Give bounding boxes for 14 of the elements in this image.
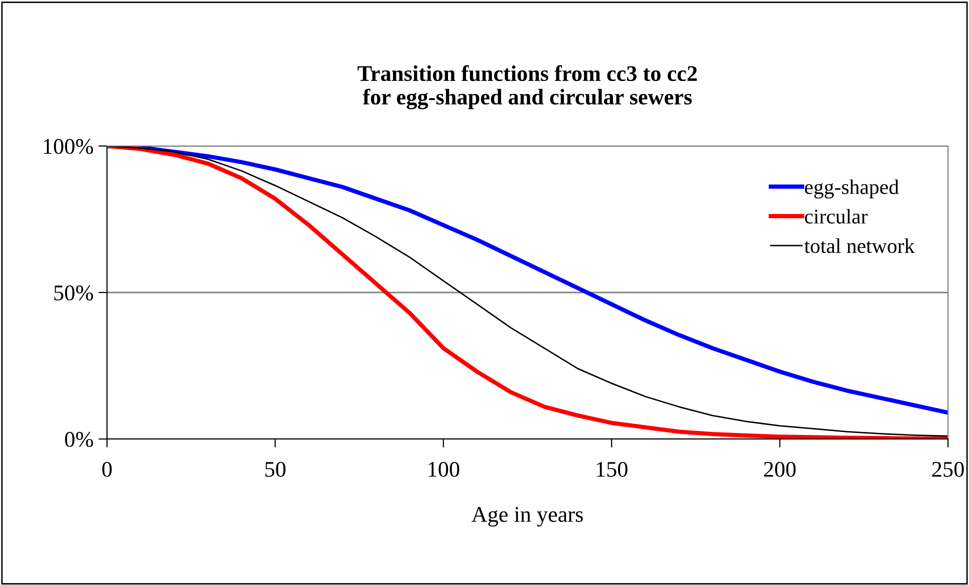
legend-label: total network — [804, 238, 915, 254]
x-axis-title: Age in years — [472, 507, 583, 527]
y-tick-label: 100% — [44, 138, 94, 154]
y-tick-label: 0% — [65, 432, 94, 447]
x-tick-label: 50 — [265, 462, 286, 477]
x-tick-label: 150 — [596, 462, 628, 477]
x-tick-label: 0 — [102, 462, 112, 477]
chart-title: Transition functions from cc3 to cc2 for egg-shaped and circular sewers — [358, 65, 697, 110]
x-tick-label: 100 — [428, 462, 460, 477]
y-tick-label: 50% — [54, 285, 94, 300]
legend-label: egg-shaped — [804, 179, 899, 198]
legend-label: circular — [804, 208, 868, 224]
x-tick-label: 200 — [764, 462, 796, 477]
x-tick-label: 250 — [932, 462, 964, 477]
